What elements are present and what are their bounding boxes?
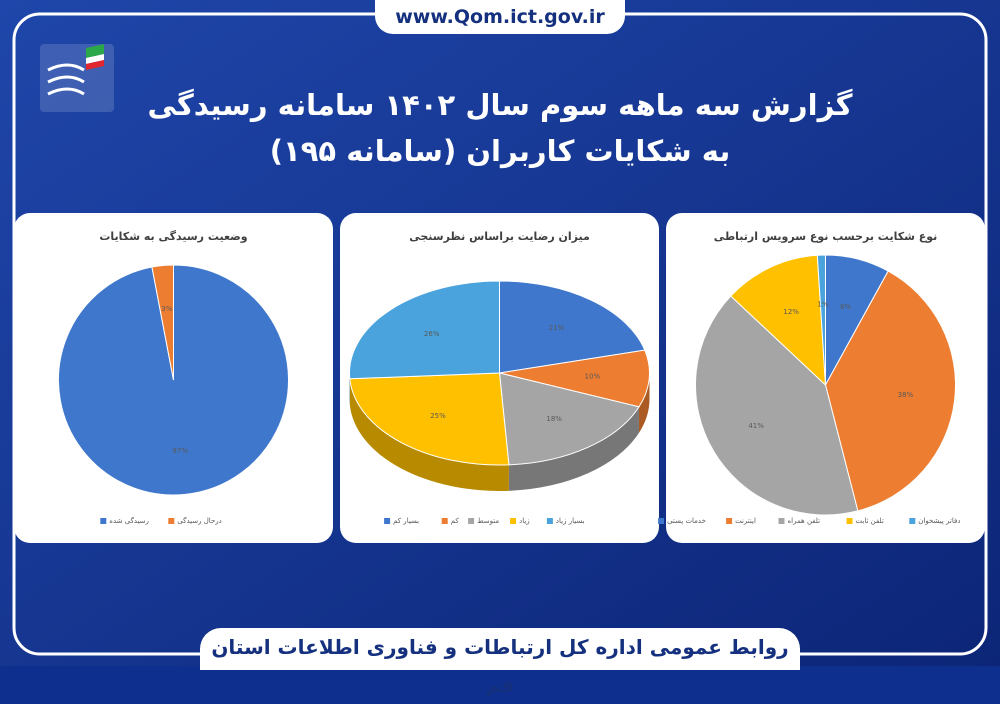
data-label: 8% <box>840 303 851 311</box>
page: {"header": {"url": "www.Qom.ict.gov.ir",… <box>0 0 1000 666</box>
legend-label: بسیار زیاد <box>556 517 585 525</box>
legend-label: تلفن ثابت <box>856 517 884 525</box>
chart-card: نوع شکایت برحسب نوع سرویس ارتباطی 8% 38% 41… <box>658 213 985 543</box>
data-label: 25% <box>430 412 446 420</box>
chart-title: نوع شکایت برحسب نوع سرویس ارتباطی <box>714 230 938 243</box>
legend-swatch <box>384 518 390 524</box>
legend-label: درحال رسیدگی <box>177 516 221 525</box>
data-label: 3% <box>161 305 172 313</box>
legend-label: اینترنت <box>735 517 756 525</box>
data-label: 1% <box>817 300 828 308</box>
charts: وضعیت رسیدگی به شکایات 97% 3% رسیدگی شده درح… <box>0 0 1000 666</box>
legend-swatch <box>100 518 106 524</box>
legend-swatch <box>468 518 474 524</box>
legend-swatch <box>547 518 553 524</box>
legend-swatch <box>510 518 516 524</box>
data-label: 18% <box>546 415 562 423</box>
legend-label: متوسط <box>477 517 499 525</box>
data-label: 21% <box>549 324 565 332</box>
legend-swatch <box>909 518 915 524</box>
legend-label: تلفن همراه <box>788 517 821 525</box>
legend-label: خدمات پستی <box>667 517 706 525</box>
data-label: 10% <box>585 373 601 381</box>
chart-card: میزان رضایت براساس نظرسنجی 21% 10% 18% 25% 26… <box>340 213 659 543</box>
legend-label: دفاتر پیشخوان <box>918 517 960 525</box>
legend-swatch <box>779 518 785 524</box>
chart-title: وضعیت رسیدگی به شکایات <box>99 230 247 243</box>
data-label: 12% <box>783 308 799 316</box>
legend-swatch <box>726 518 732 524</box>
legend-swatch <box>168 518 174 524</box>
data-label: 41% <box>748 422 764 430</box>
data-label: 38% <box>898 391 914 399</box>
legend-label: بسیار کم <box>393 517 419 525</box>
legend-swatch <box>658 518 664 524</box>
data-label: 26% <box>424 330 440 338</box>
legend-swatch <box>442 518 448 524</box>
legend-label: زیاد <box>519 517 530 525</box>
chart-card: وضعیت رسیدگی به شکایات 97% 3% رسیدگی شده درح… <box>14 213 333 543</box>
chart-title: میزان رضایت براساس نظرسنجی <box>409 230 590 243</box>
legend-label: رسیدگی شده <box>109 516 149 525</box>
data-label: 97% <box>172 447 188 455</box>
legend-label: کم <box>451 517 460 525</box>
legend-swatch <box>847 518 853 524</box>
